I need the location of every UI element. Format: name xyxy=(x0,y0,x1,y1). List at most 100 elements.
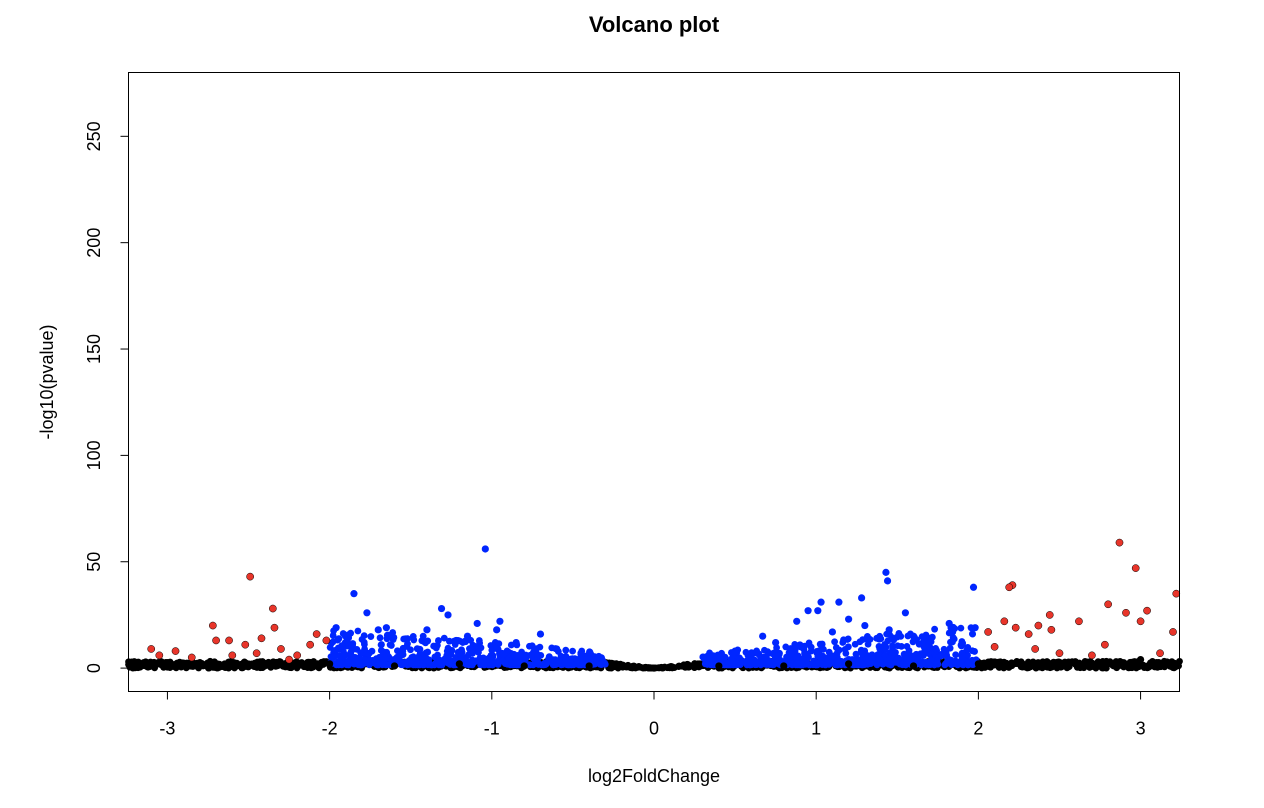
point xyxy=(557,652,565,660)
point xyxy=(661,663,669,671)
point xyxy=(331,647,339,654)
point xyxy=(553,645,561,653)
point xyxy=(585,662,593,670)
point xyxy=(386,641,394,649)
point xyxy=(889,642,896,650)
point xyxy=(322,636,331,645)
y-axis-label: -log10(pvalue) xyxy=(37,324,57,439)
point xyxy=(342,651,349,659)
point xyxy=(390,634,398,641)
point xyxy=(257,634,266,643)
point xyxy=(805,653,812,661)
point xyxy=(171,647,180,655)
point xyxy=(805,639,813,647)
point xyxy=(1055,649,1064,658)
point xyxy=(358,635,366,643)
point xyxy=(567,655,574,663)
point xyxy=(1030,659,1038,667)
point xyxy=(945,629,953,637)
point xyxy=(228,651,237,660)
point xyxy=(753,661,761,668)
point xyxy=(270,623,279,632)
point xyxy=(1136,655,1145,664)
point xyxy=(407,646,414,654)
point xyxy=(1115,538,1124,547)
x-tick-label: 1 xyxy=(811,719,821,739)
point xyxy=(1143,606,1151,615)
point xyxy=(1131,564,1140,572)
point xyxy=(892,658,900,666)
point xyxy=(814,607,822,615)
point xyxy=(753,647,761,655)
point xyxy=(508,651,516,659)
point xyxy=(452,636,460,645)
point xyxy=(384,661,392,669)
point xyxy=(473,619,481,628)
series-significant_pvalue_and_fc xyxy=(147,538,1181,664)
point xyxy=(909,632,918,640)
point xyxy=(361,645,368,653)
point xyxy=(834,659,842,667)
point xyxy=(796,641,804,649)
point xyxy=(904,632,912,640)
point xyxy=(1136,617,1145,626)
point xyxy=(773,644,780,652)
point xyxy=(876,645,884,653)
point xyxy=(945,619,953,628)
point xyxy=(974,660,982,668)
point xyxy=(579,660,587,668)
point xyxy=(831,638,839,646)
point xyxy=(799,656,807,663)
point xyxy=(886,655,893,663)
point xyxy=(390,662,399,670)
point xyxy=(365,661,373,669)
point xyxy=(969,583,978,591)
point xyxy=(326,644,334,651)
point xyxy=(1005,583,1014,592)
point xyxy=(314,660,322,668)
point xyxy=(828,628,837,636)
point xyxy=(435,637,442,644)
point xyxy=(859,650,866,658)
point xyxy=(1000,617,1009,626)
point xyxy=(835,598,843,606)
point xyxy=(1169,628,1177,636)
point xyxy=(793,659,801,667)
point xyxy=(408,654,416,661)
point xyxy=(445,651,453,659)
point xyxy=(409,633,417,640)
point xyxy=(918,633,926,641)
point xyxy=(428,661,436,669)
point xyxy=(330,653,338,661)
point xyxy=(277,645,285,653)
point xyxy=(598,660,606,668)
point xyxy=(167,660,175,668)
point xyxy=(858,594,866,602)
point xyxy=(859,636,867,643)
point xyxy=(984,628,992,636)
x-tick-label: -1 xyxy=(484,719,500,739)
point xyxy=(845,615,853,623)
point xyxy=(353,646,361,653)
point xyxy=(990,642,999,651)
point xyxy=(520,662,528,670)
point xyxy=(586,648,594,656)
x-tick-label: -2 xyxy=(322,719,338,739)
point xyxy=(885,626,893,634)
x-tick-label: -3 xyxy=(159,719,175,739)
point xyxy=(743,657,750,665)
point xyxy=(947,638,954,646)
series-significant_pvalue xyxy=(332,545,979,657)
point xyxy=(909,638,917,646)
point xyxy=(964,660,972,668)
point xyxy=(887,661,895,669)
point xyxy=(534,652,541,660)
point xyxy=(1045,611,1054,619)
point xyxy=(338,642,346,650)
point xyxy=(1104,660,1112,668)
point xyxy=(335,658,343,666)
point xyxy=(363,609,371,617)
point xyxy=(1075,617,1083,626)
point xyxy=(1011,623,1020,632)
point xyxy=(1081,657,1089,665)
